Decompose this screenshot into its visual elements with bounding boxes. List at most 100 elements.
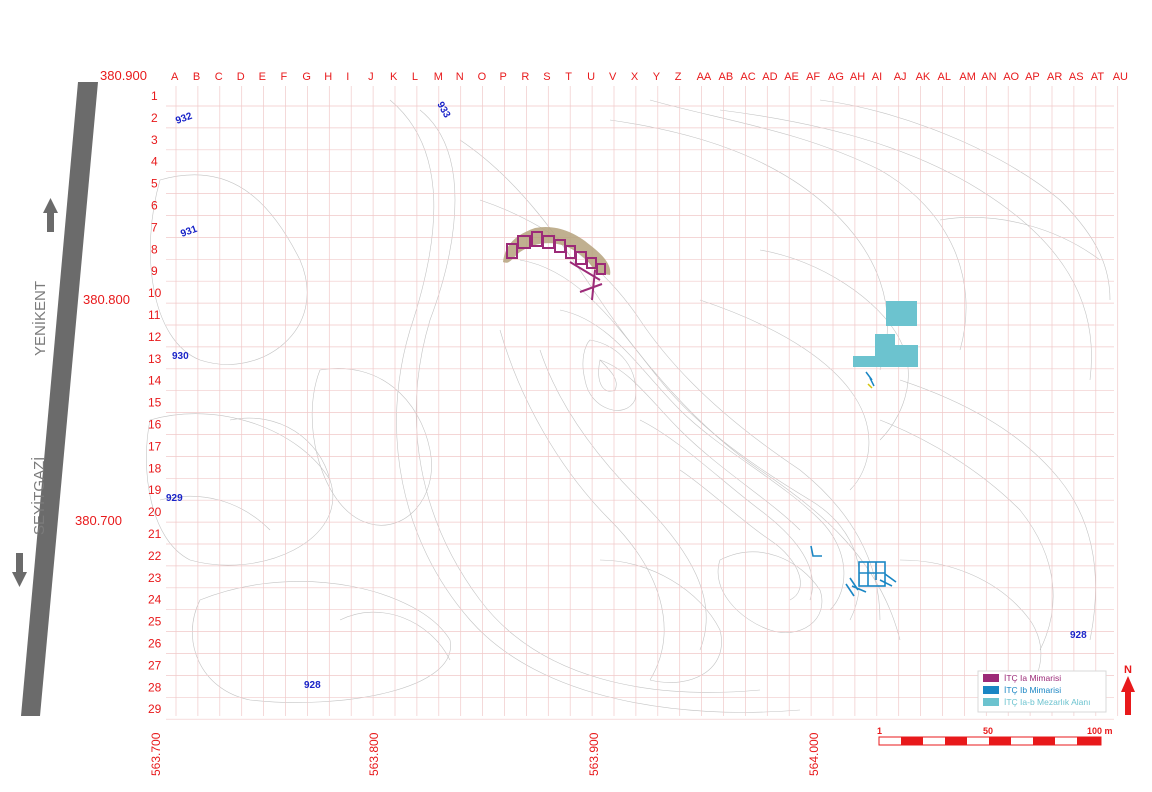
grid-column-label: A bbox=[171, 71, 179, 83]
grid-column-label: J bbox=[368, 71, 374, 83]
grid-column-label: AL bbox=[938, 71, 951, 83]
grid-row-label: 4 bbox=[151, 155, 158, 169]
elevation-label-928-left: 928 bbox=[304, 680, 321, 691]
elevation-label-932: 932 bbox=[174, 111, 194, 127]
grid-column-label: P bbox=[500, 71, 507, 83]
grid-row-label: 10 bbox=[148, 286, 162, 300]
grid-row-label: 9 bbox=[151, 264, 158, 278]
grid-column-label: L bbox=[412, 71, 418, 83]
easting-label-564000: 564.000 bbox=[807, 732, 821, 776]
legend-label-ib: İTÇ Ib Mimarisi bbox=[1004, 685, 1061, 695]
grid-column-label: AM bbox=[959, 71, 976, 83]
grid-row-label: 2 bbox=[151, 111, 158, 125]
column-labels: A B C D E F G H I J K L M N O P R S T U V X Y Z AA AB AC AD AE AF AG AH… bbox=[171, 71, 1128, 83]
scale-label-end: 100 m bbox=[1087, 726, 1113, 736]
north-arrow: N bbox=[1121, 664, 1135, 715]
grid-row-label: 26 bbox=[148, 637, 162, 651]
northing-label-380700: 380.700 bbox=[75, 513, 122, 528]
grid-row-label: 27 bbox=[148, 658, 162, 672]
grid-row-label: 8 bbox=[151, 242, 158, 256]
scale-label-start: 1 bbox=[877, 726, 882, 736]
road-label-north: YENİKENT bbox=[31, 281, 49, 356]
grid-column-label: AS bbox=[1069, 71, 1084, 83]
grid-column-label: AA bbox=[697, 71, 712, 83]
grid-column-label: N bbox=[456, 71, 464, 83]
grid-column-label: AN bbox=[981, 71, 996, 83]
grid-column-label: E bbox=[259, 71, 266, 83]
contour-lines bbox=[146, 99, 1111, 713]
legend-label-ia: İTÇ Ia Mimarisi bbox=[1004, 673, 1061, 683]
road-label-south: SEYİTGAZİ bbox=[30, 457, 48, 535]
arrow-up-icon bbox=[43, 198, 58, 232]
grid-row-label: 29 bbox=[148, 702, 162, 716]
grid-row-label: 5 bbox=[151, 177, 158, 191]
grid-column-label: B bbox=[193, 71, 200, 83]
road: YENİKENT SEYİTGAZİ bbox=[12, 82, 98, 716]
grid-column-label: AG bbox=[828, 71, 844, 83]
grid-column-label: I bbox=[346, 71, 349, 83]
grid-column-label: V bbox=[609, 71, 617, 83]
grid-column-label: AP bbox=[1025, 71, 1040, 83]
legend-label-cemetery: İTÇ Ia-b Mezarlık Alanı bbox=[1004, 697, 1090, 707]
grid-row-label: 14 bbox=[148, 374, 162, 388]
grid-row-label: 18 bbox=[148, 461, 162, 475]
grid-row-label: 1 bbox=[151, 89, 158, 103]
grid-row-label: 28 bbox=[148, 680, 162, 694]
grid-column-label: M bbox=[434, 71, 443, 83]
grid-row-label: 25 bbox=[148, 615, 162, 629]
northing-label-380800: 380.800 bbox=[83, 292, 130, 307]
grid-column-label: AF bbox=[806, 71, 820, 83]
grid-column-label: Y bbox=[653, 71, 661, 83]
grid-row-label: 15 bbox=[148, 396, 162, 410]
elevation-label-930: 930 bbox=[172, 351, 189, 362]
grid-row-label: 11 bbox=[148, 308, 161, 322]
legend-swatch-cemetery bbox=[983, 698, 999, 706]
grid-column-label: R bbox=[521, 71, 529, 83]
grid-row-label: 24 bbox=[148, 593, 162, 607]
grid-column-label: AC bbox=[740, 71, 755, 83]
grid-column-label: AU bbox=[1113, 71, 1128, 83]
cemetery-area bbox=[853, 301, 918, 367]
ia-architecture-area bbox=[503, 226, 611, 301]
grid-column-label: AO bbox=[1003, 71, 1019, 83]
grid-row-label: 7 bbox=[151, 220, 158, 234]
grid-row-label: 19 bbox=[148, 483, 162, 497]
scale-bar: 1 50 100 m bbox=[877, 726, 1113, 746]
grid-column-label: Z bbox=[675, 71, 682, 83]
grid-row-label: 23 bbox=[148, 571, 162, 585]
grid-column-label: T bbox=[565, 71, 572, 83]
legend-swatch-ib bbox=[983, 686, 999, 694]
scale-label-mid: 50 bbox=[983, 726, 993, 736]
easting-label-563800: 563.800 bbox=[367, 732, 381, 776]
grid-row-label: 16 bbox=[148, 418, 162, 432]
grid-row-label: 3 bbox=[151, 133, 158, 147]
grid-lines bbox=[166, 86, 1119, 720]
grid-column-label: G bbox=[302, 71, 311, 83]
grid-row-label: 22 bbox=[148, 549, 162, 563]
grid-row-label: 12 bbox=[148, 330, 162, 344]
elevation-label-929: 929 bbox=[166, 493, 183, 504]
legend: İTÇ Ia Mimarisi İTÇ Ib Mimarisi İTÇ Ia-b… bbox=[977, 670, 1107, 713]
ib-architecture-area bbox=[810, 545, 897, 597]
easting-label-563900: 563.900 bbox=[587, 732, 601, 776]
grid-column-label: AT bbox=[1091, 71, 1105, 83]
grid-row-label: 6 bbox=[151, 199, 158, 213]
grid-column-label: O bbox=[478, 71, 487, 83]
grid-row-label: 21 bbox=[148, 527, 162, 541]
grid-column-label: AB bbox=[719, 71, 734, 83]
elevation-label-928-right: 928 bbox=[1070, 630, 1087, 641]
legend-box bbox=[977, 670, 1107, 713]
grid-column-label: H bbox=[324, 71, 332, 83]
grid-column-label: AR bbox=[1047, 71, 1062, 83]
north-arrow-icon bbox=[1121, 676, 1135, 715]
grid-column-label: X bbox=[631, 71, 639, 83]
grid-column-label: S bbox=[543, 71, 550, 83]
grid-column-label: AK bbox=[916, 71, 931, 83]
grid-row-label: 13 bbox=[148, 352, 162, 366]
grid-row-label: 17 bbox=[148, 439, 162, 453]
grid-column-label: AJ bbox=[894, 71, 907, 83]
north-label: N bbox=[1124, 664, 1132, 676]
grid-row-label: 20 bbox=[148, 505, 162, 519]
road-band bbox=[21, 82, 98, 716]
arrow-down-icon bbox=[12, 553, 27, 587]
